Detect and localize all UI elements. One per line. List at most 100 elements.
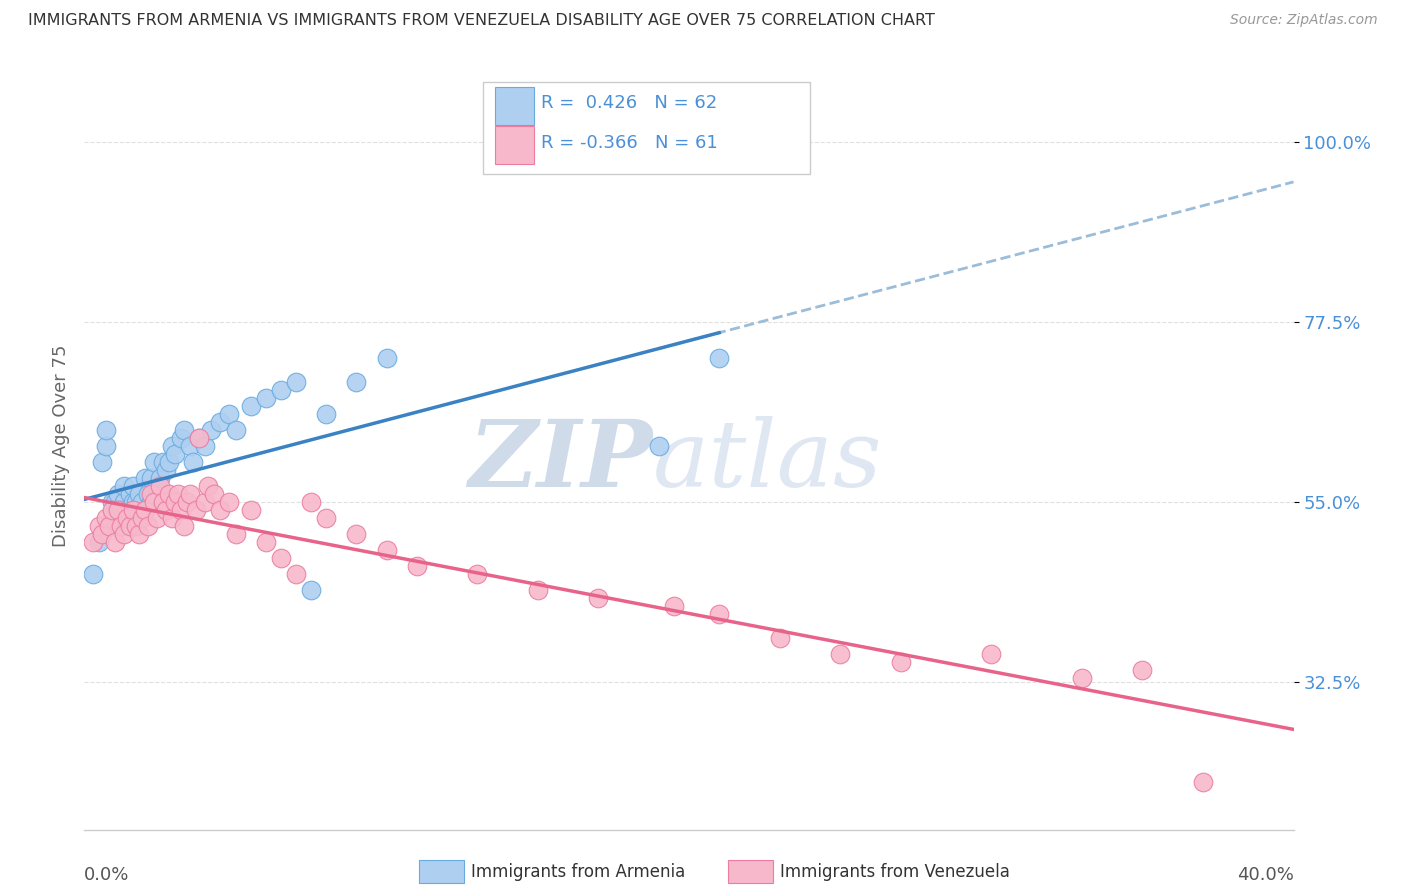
Point <box>139 471 162 485</box>
Point <box>1130 663 1153 677</box>
Point <box>128 487 150 501</box>
Point <box>406 558 429 573</box>
Point <box>121 519 143 533</box>
Point <box>125 519 148 533</box>
Text: Immigrants from Venezuela: Immigrants from Venezuela <box>780 863 1010 881</box>
Point <box>270 383 292 397</box>
Point <box>173 519 195 533</box>
Point <box>375 351 398 365</box>
Point <box>186 503 208 517</box>
Point <box>890 655 912 669</box>
Y-axis label: Disability Age Over 75: Disability Age Over 75 <box>52 344 70 548</box>
Text: atlas: atlas <box>652 417 882 507</box>
Point <box>194 439 217 453</box>
Point <box>115 511 138 525</box>
Text: IMMIGRANTS FROM ARMENIA VS IMMIGRANTS FROM VENEZUELA DISABILITY AGE OVER 75 CORR: IMMIGRANTS FROM ARMENIA VS IMMIGRANTS FR… <box>28 13 935 29</box>
Point <box>100 503 122 517</box>
Point <box>115 519 138 533</box>
Point <box>160 439 183 453</box>
Point <box>165 447 187 461</box>
Point <box>149 471 172 485</box>
Point <box>285 566 308 581</box>
Point <box>118 487 141 501</box>
Point <box>125 511 148 525</box>
Point <box>152 495 174 509</box>
Point <box>315 511 337 525</box>
Text: R = -0.366   N = 61: R = -0.366 N = 61 <box>541 134 718 152</box>
FancyBboxPatch shape <box>495 126 534 164</box>
Point <box>104 535 127 549</box>
Point <box>110 503 132 517</box>
Point <box>179 439 201 453</box>
Point <box>125 495 148 509</box>
Point <box>118 503 141 517</box>
FancyBboxPatch shape <box>495 87 534 125</box>
Point <box>128 503 150 517</box>
Point <box>131 495 153 509</box>
Point <box>167 487 190 501</box>
Point <box>94 439 117 453</box>
Point <box>170 503 193 517</box>
Point <box>97 519 120 533</box>
Point <box>91 527 114 541</box>
Point <box>980 647 1002 661</box>
Point <box>82 566 104 581</box>
Point <box>239 399 262 413</box>
Point <box>115 503 138 517</box>
Point <box>94 423 117 437</box>
Text: Source: ZipAtlas.com: Source: ZipAtlas.com <box>1230 13 1378 28</box>
Point <box>155 463 177 477</box>
Point <box>285 375 308 389</box>
Point <box>467 566 489 581</box>
Point <box>202 487 225 501</box>
Point <box>299 495 322 509</box>
Point <box>254 391 277 405</box>
FancyBboxPatch shape <box>484 81 810 174</box>
Point <box>375 542 398 557</box>
Point <box>112 511 135 525</box>
Point <box>121 503 143 517</box>
Point <box>110 519 132 533</box>
Point <box>769 631 792 645</box>
Point <box>152 455 174 469</box>
Point <box>89 535 111 549</box>
Text: 0.0%: 0.0% <box>84 865 129 883</box>
Point <box>299 582 322 597</box>
Point <box>173 423 195 437</box>
Point <box>121 479 143 493</box>
Point <box>527 582 550 597</box>
Point <box>94 511 117 525</box>
Point <box>134 503 156 517</box>
Point <box>1192 774 1215 789</box>
Point <box>200 423 222 437</box>
Point <box>346 375 368 389</box>
Point <box>128 527 150 541</box>
Point <box>254 535 277 549</box>
Point <box>218 495 240 509</box>
Point <box>165 495 187 509</box>
Point <box>112 479 135 493</box>
Point <box>136 519 159 533</box>
Point <box>107 511 129 525</box>
Point <box>112 527 135 541</box>
Point <box>149 479 172 493</box>
Point <box>142 495 165 509</box>
Point <box>107 487 129 501</box>
Point <box>121 495 143 509</box>
Point <box>346 527 368 541</box>
Point <box>139 495 162 509</box>
Point <box>146 479 169 493</box>
Point <box>709 351 731 365</box>
Point <box>1071 671 1094 685</box>
Point <box>209 415 232 429</box>
Point <box>239 503 262 517</box>
Point <box>131 511 153 525</box>
Point <box>136 487 159 501</box>
Point <box>112 495 135 509</box>
Point <box>176 495 198 509</box>
Point <box>104 519 127 533</box>
Point <box>110 519 132 533</box>
Point <box>134 503 156 517</box>
Point <box>157 487 180 501</box>
Point <box>97 519 120 533</box>
